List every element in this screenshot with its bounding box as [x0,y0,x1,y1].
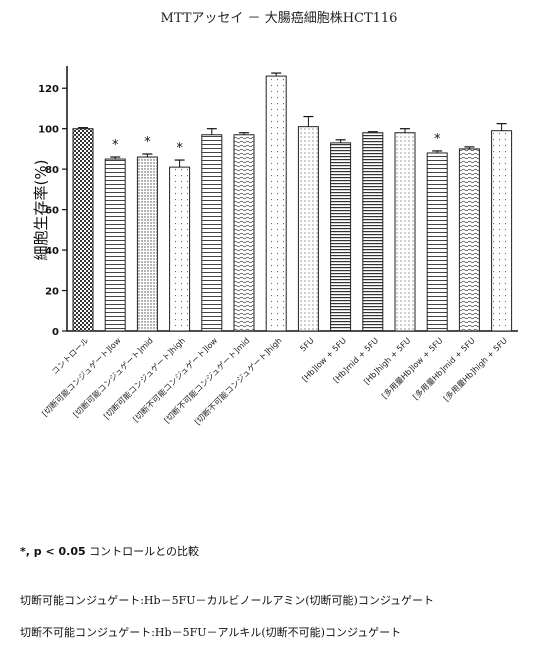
significance-star: * [144,135,151,150]
significance-note-star: *, p < 0.05 [20,545,86,558]
significance-star: * [176,141,183,156]
significance-note: *, p < 0.05 コントロールとの比較 [20,543,199,559]
y-tick-label: 100 [38,125,59,136]
x-axis-tick-labels: コントロール[切断可能コンジュゲート]low[切断可能コンジュゲート]mid[切… [40,335,509,427]
y-tick-label: 80 [45,165,59,176]
y-tick-label: 60 [45,206,59,217]
bar [492,131,512,331]
significance-star: * [434,132,441,147]
y-tick-label: 40 [45,246,59,257]
bar [234,135,254,331]
x-tick-label: [多用量Hb]mid + 5FU [411,335,477,401]
bar [459,149,479,331]
bar [170,167,190,331]
bar [331,143,351,331]
bar [202,135,222,331]
definition-noncleavable: 切断不可能コンジュゲート:Hb－5FU－アルキル(切断不可能)コンジュゲート [20,624,401,640]
x-tick-label: [多用量Hb]high + 5FU [441,335,509,403]
bar [395,133,415,331]
bar [266,76,286,331]
significance-note-text: コントロールとの比較 [89,545,199,558]
mtt-bar-chart: MTTアッセイ － 大腸癌細胞株HCT116 細胞生存率(%) 02040608… [0,0,559,530]
bars [73,76,512,331]
bar [73,129,93,331]
y-tick-label: 0 [52,327,59,338]
x-tick-label: 5FU [298,336,315,353]
significance-star: * [112,138,119,153]
chart-title: MTTアッセイ － 大腸癌細胞株HCT116 [161,10,398,26]
y-tick-label: 20 [45,287,59,298]
bar [363,133,383,331]
bar [137,157,157,331]
x-tick-label: [多用量Hb]low + 5FU [379,335,444,400]
y-tick-label: 120 [38,84,59,95]
definition-cleavable: 切断可能コンジュゲート:Hb－5FU－カルビノールアミン(切断可能)コンジュゲー… [20,592,434,608]
bar [298,127,318,331]
bar [105,159,125,331]
bar [427,153,447,331]
